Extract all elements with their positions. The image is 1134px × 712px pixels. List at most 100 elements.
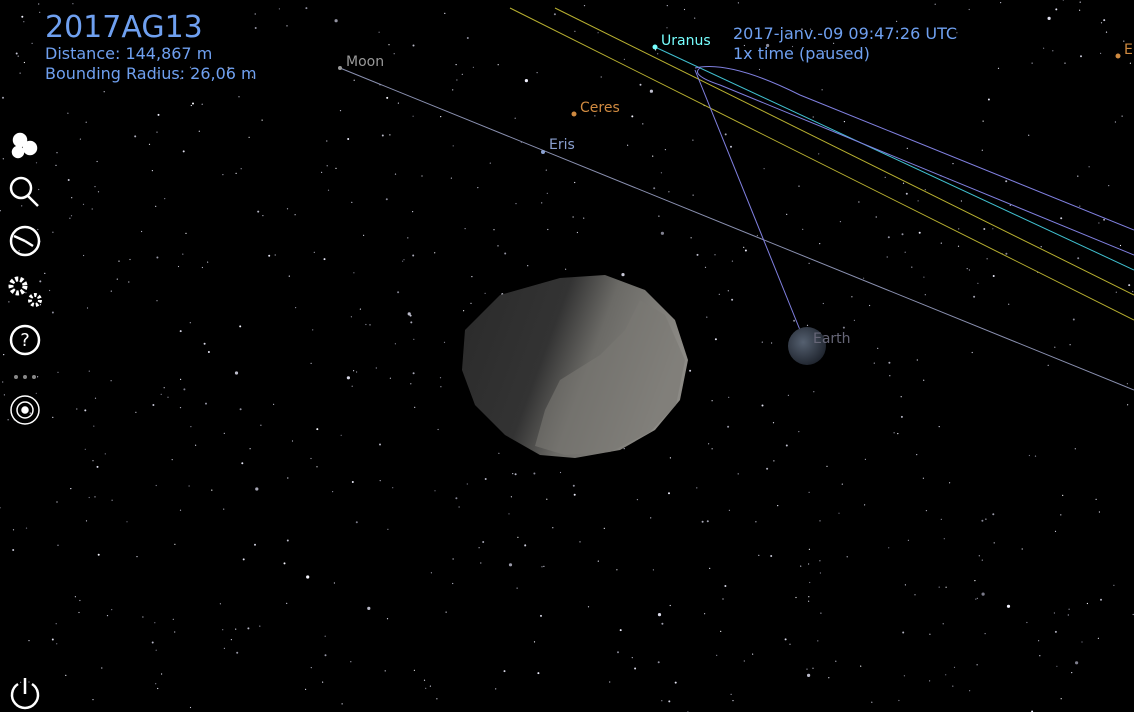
star xyxy=(466,483,468,485)
star xyxy=(945,586,947,588)
star xyxy=(987,98,990,101)
star xyxy=(863,277,865,279)
star xyxy=(379,480,381,482)
asteroid-lit-face xyxy=(535,300,685,455)
star xyxy=(1039,655,1041,657)
earth-label[interactable]: Earth xyxy=(813,331,851,347)
star xyxy=(771,342,773,344)
star xyxy=(207,351,210,353)
uranus-dot[interactable] xyxy=(652,44,658,50)
orbit-icon[interactable] xyxy=(10,395,40,425)
star xyxy=(1069,344,1071,346)
star xyxy=(579,541,581,543)
star xyxy=(79,599,81,602)
star xyxy=(227,66,230,69)
star xyxy=(49,289,51,292)
star xyxy=(1034,455,1037,457)
star xyxy=(940,242,942,244)
star xyxy=(720,630,722,633)
star xyxy=(818,153,820,155)
star xyxy=(355,521,358,524)
star xyxy=(155,649,157,651)
star xyxy=(151,641,154,644)
star xyxy=(809,28,812,30)
star xyxy=(445,611,447,613)
star xyxy=(180,378,182,380)
star xyxy=(324,654,327,657)
star xyxy=(118,260,120,262)
help-icon[interactable]: ? xyxy=(9,324,41,356)
more-icon[interactable] xyxy=(14,375,36,379)
star xyxy=(808,491,810,493)
star xyxy=(326,165,328,167)
uranus-label[interactable]: Uranus xyxy=(661,33,711,49)
star xyxy=(197,29,199,31)
star xyxy=(655,49,657,51)
star xyxy=(333,582,335,584)
star xyxy=(923,276,925,278)
search-icon[interactable] xyxy=(9,176,39,207)
star xyxy=(8,301,10,303)
star xyxy=(911,266,913,268)
star xyxy=(838,512,840,514)
star xyxy=(1074,448,1076,450)
power-icon[interactable] xyxy=(10,678,40,710)
star xyxy=(785,444,788,447)
star xyxy=(471,276,473,278)
star xyxy=(172,618,174,620)
planet-dot[interactable] xyxy=(1115,53,1121,59)
star xyxy=(174,543,176,545)
star xyxy=(412,372,415,375)
star xyxy=(547,228,549,231)
star xyxy=(394,173,397,175)
star xyxy=(389,134,391,136)
star xyxy=(412,115,414,117)
star xyxy=(2,158,4,160)
edge-label[interactable]: E xyxy=(1124,42,1133,58)
eris-label[interactable]: Eris xyxy=(549,137,575,153)
star xyxy=(110,290,112,292)
ceres-label[interactable]: Ceres xyxy=(580,100,620,116)
star xyxy=(313,251,315,253)
star xyxy=(84,448,86,450)
star xyxy=(898,699,900,702)
star xyxy=(1028,134,1030,136)
star xyxy=(157,113,160,116)
star xyxy=(1071,672,1073,674)
star xyxy=(1103,19,1106,22)
star xyxy=(17,55,19,57)
moon-dot[interactable] xyxy=(338,66,342,70)
star xyxy=(402,260,404,262)
eris-dot[interactable] xyxy=(541,150,545,154)
star xyxy=(96,160,98,163)
star xyxy=(85,121,87,123)
star xyxy=(546,192,548,194)
star xyxy=(851,296,853,298)
star xyxy=(971,351,973,354)
earth[interactable] xyxy=(788,327,826,365)
time-icon[interactable] xyxy=(9,225,41,257)
ceres-dot[interactable] xyxy=(571,111,577,117)
star xyxy=(472,66,474,68)
time-rate[interactable]: 1x time (paused) xyxy=(733,44,870,63)
star xyxy=(819,560,821,562)
star xyxy=(701,520,704,523)
star xyxy=(576,231,579,234)
settings-icon[interactable] xyxy=(8,276,42,307)
star xyxy=(917,200,919,202)
star xyxy=(470,302,472,304)
moon-label[interactable]: Moon xyxy=(346,54,385,70)
star xyxy=(223,432,225,434)
star xyxy=(800,565,802,567)
star xyxy=(1040,246,1042,248)
star xyxy=(914,594,916,596)
star xyxy=(860,665,862,667)
star xyxy=(88,496,90,499)
star xyxy=(295,307,297,309)
star xyxy=(65,674,67,677)
star xyxy=(1113,584,1115,586)
star xyxy=(661,700,663,702)
star xyxy=(39,304,42,306)
star xyxy=(52,231,54,233)
solar-system-icon[interactable] xyxy=(11,132,38,159)
